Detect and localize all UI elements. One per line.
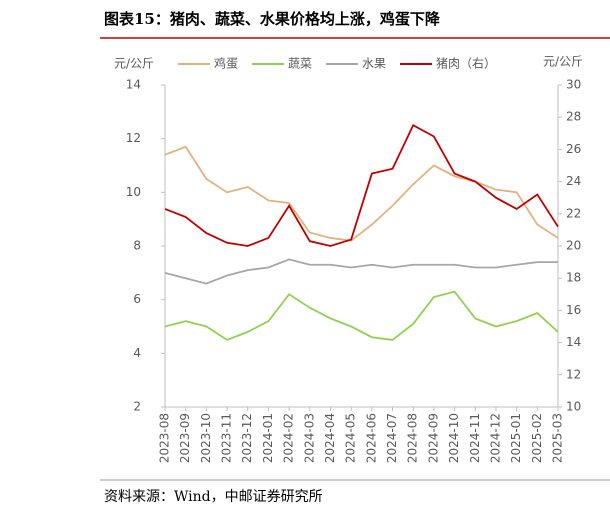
y2-tick-label: 26 bbox=[566, 142, 581, 156]
y-tick-label: 2 bbox=[133, 400, 141, 414]
y-tick-label: 14 bbox=[126, 78, 141, 92]
x-tick-label: 2023-10 bbox=[199, 413, 213, 463]
legend-label: 蔬菜 bbox=[288, 57, 312, 71]
series-line bbox=[164, 258, 558, 285]
y-label: 元/公斤 bbox=[114, 57, 154, 71]
y2-tick-label: 18 bbox=[566, 271, 581, 285]
x-tick-label: 2024-05 bbox=[344, 413, 358, 463]
y-tick-label: 10 bbox=[126, 185, 141, 199]
x-tick-label: 2025-01 bbox=[509, 413, 523, 463]
x-tick-label: 2023-11 bbox=[220, 413, 234, 463]
y2-tick-label: 10 bbox=[566, 400, 581, 414]
x-tick-label: 2024-02 bbox=[282, 413, 296, 463]
y2-tick-label: 14 bbox=[566, 335, 581, 349]
y2-tick-label: 20 bbox=[566, 239, 581, 253]
y2-label: 元/公斤 bbox=[543, 55, 583, 69]
series-line bbox=[164, 290, 559, 341]
y-tick-label: 12 bbox=[126, 131, 141, 145]
y-tick-label: 4 bbox=[133, 346, 141, 360]
legend-label: 猪肉（右） bbox=[436, 56, 496, 71]
y2-tick-label: 24 bbox=[566, 174, 581, 188]
x-tick-label: 2024-11 bbox=[468, 413, 482, 463]
y2-tick-label: 12 bbox=[566, 367, 581, 381]
legend-label: 鸡蛋 bbox=[214, 56, 238, 71]
x-tick-label: 2024-09 bbox=[426, 413, 440, 463]
x-tick-label: 2023-08 bbox=[158, 413, 172, 463]
y2-tick-label: 16 bbox=[566, 303, 581, 317]
x-tick-label: 2024-04 bbox=[323, 413, 337, 463]
source: 资料来源：Wind，中邮证券研究所 bbox=[104, 489, 323, 505]
y-tick-label: 6 bbox=[133, 292, 141, 306]
y-tick-label: 8 bbox=[133, 239, 141, 253]
title: 图表15：猪肉、蔬菜、水果价格均上涨，鸡蛋下降 bbox=[104, 10, 441, 28]
x-tick-label: 2023-09 bbox=[178, 413, 192, 463]
x-tick-label: 2025-03 bbox=[551, 413, 565, 463]
y2-tick-label: 28 bbox=[566, 110, 581, 124]
x-tick-label: 2024-03 bbox=[302, 413, 316, 463]
y2-tick-label: 22 bbox=[566, 206, 581, 220]
y2-tick-label: 30 bbox=[566, 78, 581, 92]
series-line bbox=[164, 145, 559, 242]
x-tick-label: 2024-06 bbox=[364, 413, 378, 463]
x-tick-label: 2024-10 bbox=[447, 413, 461, 463]
x-tick-label: 2023-12 bbox=[240, 413, 254, 463]
x-tick-label: 2025-02 bbox=[530, 413, 544, 463]
x-tick-label: 2024-07 bbox=[385, 413, 399, 463]
legend-label: 水果 bbox=[362, 57, 386, 71]
x-tick-label: 2024-08 bbox=[406, 413, 420, 463]
x-tick-label: 2024-12 bbox=[488, 413, 502, 463]
x-tick-label: 2024-01 bbox=[261, 413, 275, 463]
series-line bbox=[164, 124, 559, 247]
